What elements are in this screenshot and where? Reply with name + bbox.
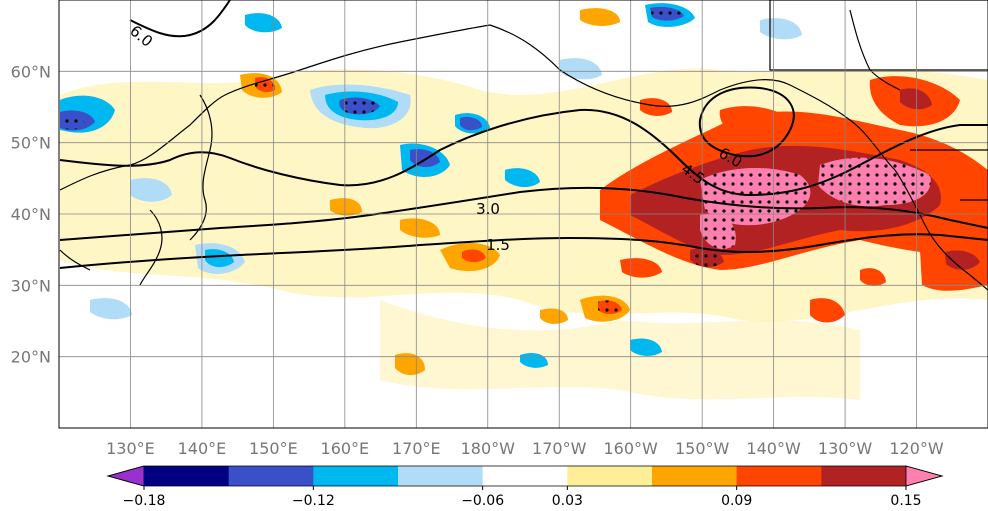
lon-tick-label: 140°W: [746, 439, 801, 458]
colorbar-tick-label: 0.15: [890, 493, 921, 509]
lon-tick-label: 180°W: [461, 439, 516, 458]
latitude-tick-labels: 20°N 30°N 40°N 50°N 60°N: [11, 62, 51, 366]
lon-tick-label: 150°E: [249, 439, 298, 458]
contour-label-1.5: 1.5: [486, 236, 510, 254]
contour-6.0: [698, 86, 795, 158]
anomaly-shading: [60, 3, 988, 400]
contour-3.0: [59, 186, 988, 241]
climatology-contours: [59, 0, 988, 269]
lat-tick-label: 50°N: [11, 134, 51, 153]
map-frame: [58, 0, 988, 429]
lat-tick-label: 40°N: [11, 205, 51, 224]
colorbar-tick-label: 0.09: [721, 493, 752, 509]
colorbar-segment: [228, 466, 314, 486]
lat-tick-label: 30°N: [11, 276, 51, 295]
colorbar-tick-label: 0.03: [552, 493, 583, 509]
colorbar-segment: [567, 466, 653, 486]
contour-label-3.0: 3.0: [476, 200, 500, 218]
lon-tick-label: 160°W: [604, 439, 659, 458]
colorbar-segment: [652, 466, 738, 486]
lon-tick-label: 130°E: [106, 439, 155, 458]
lon-tick-label: 120°W: [889, 439, 944, 458]
colorbar-tick-label: −0.06: [461, 493, 504, 509]
colorbar-extend-high: [905, 465, 944, 487]
colorbar-tick-label: −0.18: [123, 493, 166, 509]
colorbar-extend-low: [106, 465, 145, 487]
colorbar-segment: [736, 466, 822, 486]
lon-tick-label: 130°W: [818, 439, 873, 458]
map-panel: [59, 0, 988, 400]
contour-1.5: [59, 233, 988, 269]
colorbar-segment: [821, 466, 907, 486]
colorbar-segment: [144, 466, 230, 486]
lon-tick-label: 170°W: [532, 439, 587, 458]
colorbar-segment: [398, 466, 484, 486]
contour-4.5: [59, 108, 988, 197]
coastlines: [59, 0, 988, 291]
colorbar-segment: [482, 466, 568, 486]
lon-tick-label: 150°W: [675, 439, 730, 458]
grid-lines: [59, 0, 988, 428]
colorbar: −0.18 −0.12 −0.06 0.03 0.09 0.15: [106, 465, 944, 509]
colorbar-segment: [313, 466, 399, 486]
lon-tick-label: 140°E: [178, 439, 227, 458]
longitude-tick-labels: 130°E 140°E 150°E 160°E 170°E 180°W 170°W 160°W…: [106, 439, 944, 458]
colorbar-tick-label: −0.12: [292, 493, 335, 509]
lon-tick-label: 170°E: [392, 439, 441, 458]
lat-tick-label: 20°N: [11, 348, 51, 367]
lat-tick-label: 60°N: [11, 62, 51, 81]
lon-tick-label: 160°E: [321, 439, 370, 458]
